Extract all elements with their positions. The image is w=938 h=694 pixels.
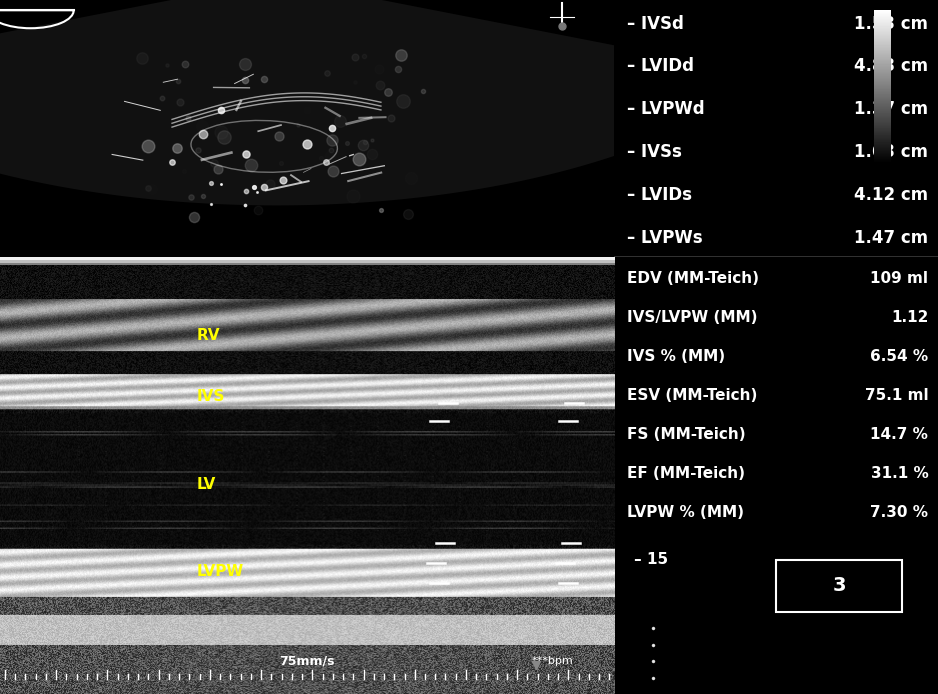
Text: 31.1 %: 31.1 %: [870, 466, 929, 481]
Text: IVS: IVS: [197, 389, 225, 404]
Text: – LVPWd: – LVPWd: [628, 100, 705, 118]
Text: FS (MM-Teich): FS (MM-Teich): [628, 427, 746, 442]
Text: EDV (MM-Teich): EDV (MM-Teich): [628, 271, 760, 286]
Text: RV: RV: [197, 328, 220, 343]
Text: – LVIDs: – LVIDs: [628, 186, 692, 204]
Text: 1.47 cm: 1.47 cm: [855, 228, 929, 246]
Text: ***bpm: ***bpm: [532, 656, 574, 666]
Text: 1.53 cm: 1.53 cm: [855, 15, 929, 33]
Text: – LVPWs: – LVPWs: [628, 228, 703, 246]
Text: – LVIDd: – LVIDd: [628, 58, 694, 76]
Polygon shape: [0, 0, 766, 205]
Text: IVS % (MM): IVS % (MM): [628, 349, 725, 364]
Text: 75.1 ml: 75.1 ml: [865, 388, 929, 403]
Text: 1.12: 1.12: [891, 310, 929, 325]
Text: EF (MM-Teich): EF (MM-Teich): [628, 466, 746, 481]
Text: LVPW: LVPW: [197, 564, 244, 579]
Text: ESV (MM-Teich): ESV (MM-Teich): [628, 388, 758, 403]
Text: 109 ml: 109 ml: [870, 271, 929, 286]
Text: 75mm/s: 75mm/s: [280, 654, 335, 667]
Text: – 15: – 15: [634, 552, 668, 567]
Text: 4.83 cm: 4.83 cm: [855, 58, 929, 76]
Text: 4.12 cm: 4.12 cm: [855, 186, 929, 204]
Text: – IVSd: – IVSd: [628, 15, 684, 33]
Text: LVPW % (MM): LVPW % (MM): [628, 505, 745, 520]
Text: 1.63 cm: 1.63 cm: [855, 143, 929, 161]
Text: 1.37 cm: 1.37 cm: [855, 100, 929, 118]
Text: 3: 3: [833, 576, 846, 595]
Text: LV: LV: [197, 477, 216, 491]
FancyBboxPatch shape: [777, 559, 902, 612]
Text: 14.7 %: 14.7 %: [870, 427, 929, 442]
Text: – IVSs: – IVSs: [628, 143, 682, 161]
Text: 6.54 %: 6.54 %: [870, 349, 929, 364]
Text: 7.30 %: 7.30 %: [870, 505, 929, 520]
Text: IVS/LVPW (MM): IVS/LVPW (MM): [628, 310, 758, 325]
